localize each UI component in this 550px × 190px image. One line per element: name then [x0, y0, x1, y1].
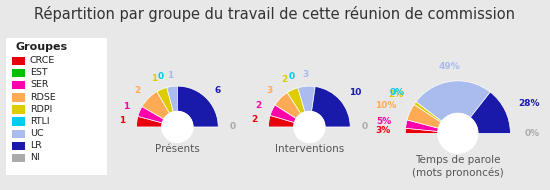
- Text: SER: SER: [30, 80, 48, 89]
- Text: 3%: 3%: [376, 126, 390, 135]
- Text: 10%: 10%: [375, 101, 397, 110]
- FancyBboxPatch shape: [12, 142, 25, 150]
- Text: 0: 0: [230, 123, 236, 131]
- Wedge shape: [416, 81, 490, 121]
- FancyBboxPatch shape: [12, 69, 25, 77]
- Text: 0: 0: [362, 123, 368, 131]
- Text: 1: 1: [123, 102, 129, 112]
- Wedge shape: [136, 116, 162, 127]
- Wedge shape: [407, 105, 441, 128]
- Text: 0: 0: [158, 72, 164, 81]
- Text: RDSE: RDSE: [30, 93, 56, 101]
- FancyBboxPatch shape: [12, 117, 25, 126]
- Wedge shape: [470, 92, 510, 133]
- Text: Répartition par groupe du travail de cette réunion de commission: Répartition par groupe du travail de cet…: [35, 6, 515, 22]
- Text: 2: 2: [134, 86, 140, 94]
- Text: 2%: 2%: [388, 90, 403, 99]
- FancyBboxPatch shape: [12, 81, 25, 89]
- Text: 10: 10: [349, 88, 361, 97]
- Wedge shape: [167, 86, 177, 112]
- Text: 1: 1: [119, 116, 125, 125]
- FancyBboxPatch shape: [12, 93, 25, 102]
- Text: UC: UC: [30, 129, 43, 138]
- Text: 1: 1: [151, 74, 157, 83]
- Text: 0%: 0%: [525, 129, 540, 138]
- Wedge shape: [138, 107, 164, 123]
- Text: 49%: 49%: [438, 62, 460, 71]
- Wedge shape: [142, 92, 169, 119]
- Wedge shape: [312, 86, 350, 127]
- Text: LR: LR: [30, 141, 42, 150]
- Text: 3: 3: [266, 86, 272, 94]
- Wedge shape: [268, 116, 294, 127]
- FancyBboxPatch shape: [12, 105, 25, 114]
- Text: 6: 6: [214, 86, 221, 94]
- Circle shape: [162, 112, 193, 142]
- Wedge shape: [287, 88, 305, 114]
- FancyBboxPatch shape: [12, 57, 25, 65]
- FancyBboxPatch shape: [12, 154, 25, 162]
- Wedge shape: [414, 102, 442, 122]
- Text: 2: 2: [282, 75, 288, 84]
- FancyBboxPatch shape: [12, 130, 25, 138]
- Text: 28%: 28%: [518, 99, 540, 108]
- Text: RDPI: RDPI: [30, 105, 52, 114]
- Text: 2: 2: [256, 101, 262, 110]
- Wedge shape: [405, 120, 438, 131]
- Text: NI: NI: [30, 153, 40, 162]
- Text: 3: 3: [302, 70, 309, 79]
- Text: 1: 1: [167, 71, 174, 80]
- Text: 0: 0: [289, 72, 295, 81]
- Text: Interventions: Interventions: [275, 144, 344, 154]
- Wedge shape: [270, 105, 296, 123]
- Text: EST: EST: [30, 68, 47, 77]
- Text: 2: 2: [251, 115, 257, 124]
- Wedge shape: [275, 93, 301, 119]
- Text: Présents: Présents: [155, 144, 200, 154]
- Wedge shape: [298, 86, 315, 112]
- Circle shape: [294, 112, 325, 142]
- Text: 0%: 0%: [389, 88, 404, 97]
- Wedge shape: [157, 88, 173, 113]
- Circle shape: [438, 113, 478, 153]
- Text: CRCE: CRCE: [30, 56, 55, 65]
- Wedge shape: [177, 86, 218, 127]
- Text: Groupes: Groupes: [15, 42, 68, 52]
- Wedge shape: [405, 128, 438, 133]
- Text: 5%: 5%: [377, 117, 392, 126]
- Text: Temps de parole
(mots prononcés): Temps de parole (mots prononcés): [412, 155, 504, 178]
- Text: RTLI: RTLI: [30, 117, 50, 126]
